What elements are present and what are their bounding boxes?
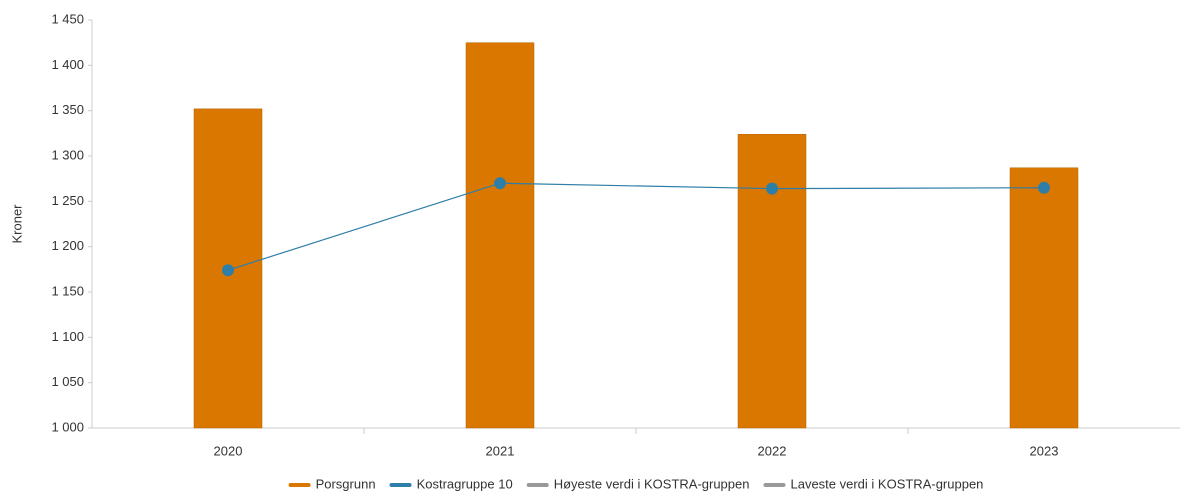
y-tick-label: 1 000 bbox=[51, 419, 84, 434]
legend-swatch bbox=[288, 483, 311, 487]
y-tick-label: 1 050 bbox=[51, 374, 84, 389]
legend-item: Porsgrunn bbox=[288, 476, 376, 491]
legend-item: Høyeste verdi i KOSTRA-gruppen bbox=[526, 476, 750, 491]
bar bbox=[1009, 167, 1079, 429]
y-tick-label: 1 100 bbox=[51, 329, 84, 344]
x-tick-label: 2022 bbox=[758, 443, 787, 458]
legend-label: Porsgrunn bbox=[316, 476, 376, 491]
y-tick-label: 1 400 bbox=[51, 57, 84, 72]
legend-label: Laveste verdi i KOSTRA-gruppen bbox=[790, 476, 983, 491]
legend-label: Høyeste verdi i KOSTRA-gruppen bbox=[554, 476, 750, 491]
x-tick-label: 2020 bbox=[214, 443, 243, 458]
x-tick-label: 2023 bbox=[1030, 443, 1059, 458]
legend-swatch bbox=[526, 483, 549, 487]
y-tick-label: 1 450 bbox=[51, 11, 84, 26]
y-axis-title: Kroner bbox=[9, 204, 24, 244]
legend-label: Kostragruppe 10 bbox=[417, 476, 513, 491]
y-tick-label: 1 300 bbox=[51, 147, 84, 162]
bar bbox=[737, 133, 807, 429]
point bbox=[222, 264, 234, 277]
x-tick-label: 2021 bbox=[486, 443, 515, 458]
point bbox=[766, 182, 778, 195]
legend-item: Kostragruppe 10 bbox=[389, 476, 513, 491]
legend-swatch bbox=[763, 483, 786, 487]
line bbox=[227, 182, 1045, 271]
legend-swatch bbox=[389, 483, 412, 487]
legend-item: Laveste verdi i KOSTRA-gruppen bbox=[763, 476, 983, 491]
y-tick-label: 1 250 bbox=[51, 193, 84, 208]
bar bbox=[465, 42, 535, 429]
y-tick-label: 1 350 bbox=[51, 102, 84, 117]
y-tick-label: 1 150 bbox=[51, 283, 84, 298]
y-tick-label: 1 200 bbox=[51, 238, 84, 253]
point bbox=[494, 177, 506, 190]
point bbox=[1038, 181, 1050, 194]
